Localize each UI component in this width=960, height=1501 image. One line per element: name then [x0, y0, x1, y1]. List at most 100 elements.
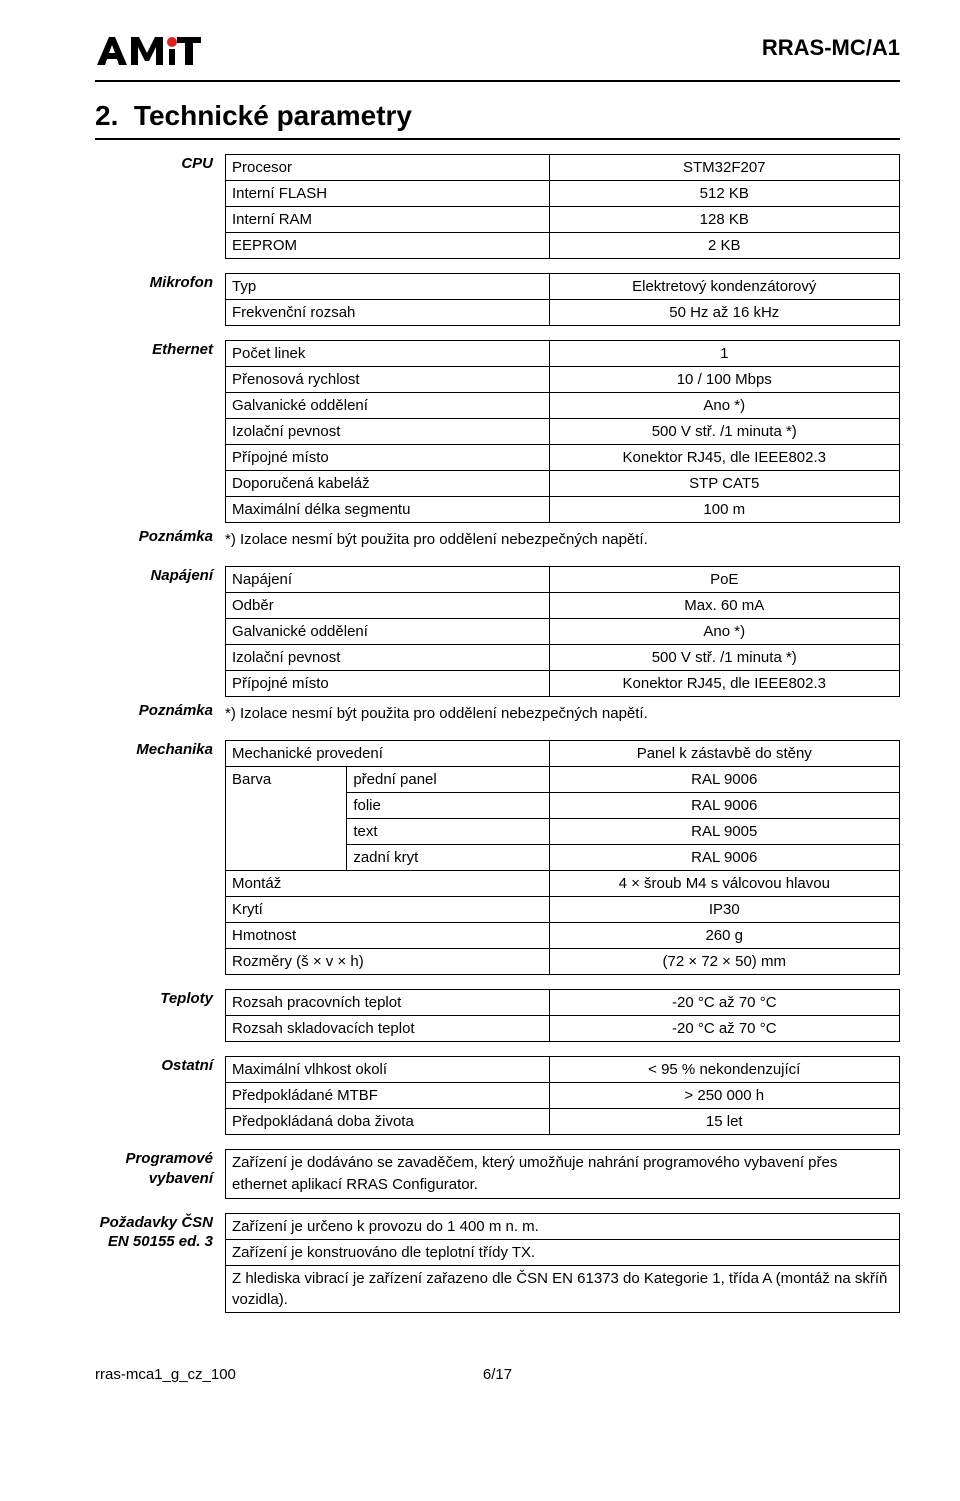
table-ethernet: Počet linek1 Přenosová rychlost10 / 100 …: [225, 340, 900, 523]
block-napajeni: Napájení NapájeníPoE OdběrMax. 60 mA Gal…: [95, 566, 900, 697]
cell: Zařízení je konstruováno dle teplotní tř…: [226, 1239, 900, 1265]
cell: RAL 9005: [549, 819, 900, 845]
block-ostatni: Ostatní Maximální vlhkost okolí< 95 % ne…: [95, 1056, 900, 1135]
label-pozadavky: Požadavky ČSN EN 50155 ed. 3: [95, 1213, 225, 1313]
label-napajeni: Napájení: [95, 566, 225, 697]
block-cpu: CPU ProcesorSTM32F207 Interní FLASH512 K…: [95, 154, 900, 259]
block-note2: Poznámka *) Izolace nesmí být použita pr…: [95, 701, 900, 726]
section-heading: 2. Technické parametry: [95, 100, 900, 140]
cell: Galvanické oddělení: [226, 619, 550, 645]
section-title-text: Technické parametry: [134, 100, 412, 131]
cell: 1: [549, 341, 899, 367]
block-ethernet: Ethernet Počet linek1 Přenosová rychlost…: [95, 340, 900, 523]
cell: Procesor: [226, 155, 550, 181]
footer-left: rras-mca1_g_cz_100: [95, 1366, 236, 1383]
label-ostatni: Ostatní: [95, 1056, 225, 1135]
cell: -20 °C až 70 °C: [549, 990, 899, 1016]
table-napajeni: NapájeníPoE OdběrMax. 60 mA Galvanické o…: [225, 566, 900, 697]
cell: Počet linek: [226, 341, 550, 367]
cell: Ano *): [549, 619, 899, 645]
label-cpu: CPU: [95, 154, 225, 259]
table-ostatni: Maximální vlhkost okolí< 95 % nekondenzu…: [225, 1056, 900, 1135]
cell: Barva: [226, 767, 347, 871]
cell: Z hlediska vibrací je zařízení zařazeno …: [226, 1265, 900, 1312]
cell: Interní RAM: [226, 207, 550, 233]
cell: Izolační pevnost: [226, 419, 550, 445]
cell: Přípojné místo: [226, 445, 550, 471]
footer-page-number: 6/17: [483, 1366, 512, 1383]
cell: Frekvenční rozsah: [226, 300, 550, 326]
cell: Odběr: [226, 593, 550, 619]
cell: zadní kryt: [347, 845, 549, 871]
cell: 100 m: [549, 497, 899, 523]
table-cpu: ProcesorSTM32F207 Interní FLASH512 KB In…: [225, 154, 900, 259]
note2-text: *) Izolace nesmí být použita pro oddělen…: [225, 701, 900, 726]
block-note1: Poznámka *) Izolace nesmí být použita pr…: [95, 527, 900, 552]
page-header: RRAS-MC/A1: [95, 35, 900, 82]
block-mechanika: Mechanika Mechanické provedeníPanel k zá…: [95, 740, 900, 975]
cell: Rozsah skladovacích teplot: [226, 1016, 550, 1042]
cell: Rozměry (š × v × h): [226, 949, 550, 975]
cell: 2 KB: [549, 233, 899, 259]
label-mechanika: Mechanika: [95, 740, 225, 975]
cell: Přípojné místo: [226, 671, 550, 697]
label-note2: Poznámka: [95, 701, 225, 726]
cell: text: [347, 819, 549, 845]
table-teploty: Rozsah pracovních teplot-20 °C až 70 °C …: [225, 989, 900, 1042]
cell: Rozsah pracovních teplot: [226, 990, 550, 1016]
cell: Krytí: [226, 897, 550, 923]
cell: Panel k zástavbě do stěny: [549, 741, 900, 767]
label-note1: Poznámka: [95, 527, 225, 552]
label-programove: Programové vybavení: [95, 1149, 225, 1199]
cell: Maximální vlhkost okolí: [226, 1057, 550, 1083]
block-pozadavky: Požadavky ČSN EN 50155 ed. 3 Zařízení je…: [95, 1213, 900, 1313]
cell: 512 KB: [549, 181, 899, 207]
cell: Konektor RJ45, dle IEEE802.3: [549, 671, 899, 697]
cell: Maximální délka segmentu: [226, 497, 550, 523]
doc-code: RRAS-MC/A1: [762, 35, 900, 61]
cell: Napájení: [226, 567, 550, 593]
cell: Ano *): [549, 393, 899, 419]
cell: Hmotnost: [226, 923, 550, 949]
cell: PoE: [549, 567, 899, 593]
section-number: 2.: [95, 100, 118, 131]
cell: 15 let: [549, 1109, 899, 1135]
logo: [95, 35, 205, 74]
cell: Montáž: [226, 871, 550, 897]
label-teploty: Teploty: [95, 989, 225, 1042]
page-footer: rras-mca1_g_cz_100 6/17: [95, 1366, 900, 1383]
cell: RAL 9006: [549, 793, 900, 819]
cell: Max. 60 mA: [549, 593, 899, 619]
cell: 50 Hz až 16 kHz: [549, 300, 899, 326]
cell: > 250 000 h: [549, 1083, 899, 1109]
cell: 4 × šroub M4 s válcovou hlavou: [549, 871, 900, 897]
cell: Elektretový kondenzátorový: [549, 274, 899, 300]
cell: Předpokládané MTBF: [226, 1083, 550, 1109]
cell: STP CAT5: [549, 471, 899, 497]
cell: 500 V stř. /1 minuta *): [549, 419, 899, 445]
table-mikrofon: TypElektretový kondenzátorový Frekvenční…: [225, 273, 900, 326]
cell: Doporučená kabeláž: [226, 471, 550, 497]
label-mikrofon: Mikrofon: [95, 273, 225, 326]
cell: (72 × 72 × 50) mm: [549, 949, 900, 975]
table-pozadavky: Zařízení je určeno k provozu do 1 400 m …: [225, 1213, 900, 1313]
cell: Zařízení je určeno k provozu do 1 400 m …: [226, 1213, 900, 1239]
label-ethernet: Ethernet: [95, 340, 225, 523]
cell: < 95 % nekondenzující: [549, 1057, 899, 1083]
cell: 260 g: [549, 923, 900, 949]
cell: přední panel: [347, 767, 549, 793]
cell: STM32F207: [549, 155, 899, 181]
cell: Předpokládaná doba života: [226, 1109, 550, 1135]
cell: -20 °C až 70 °C: [549, 1016, 899, 1042]
cell: Izolační pevnost: [226, 645, 550, 671]
block-mikrofon: Mikrofon TypElektretový kondenzátorový F…: [95, 273, 900, 326]
cell: 10 / 100 Mbps: [549, 367, 899, 393]
cell: IP30: [549, 897, 900, 923]
note1-text: *) Izolace nesmí být použita pro oddělen…: [225, 527, 900, 552]
cell: Typ: [226, 274, 550, 300]
cell: RAL 9006: [549, 767, 900, 793]
programove-text: Zařízení je dodáváno se zavaděčem, který…: [225, 1149, 900, 1199]
cell: folie: [347, 793, 549, 819]
cell: Galvanické oddělení: [226, 393, 550, 419]
cell: Mechanické provedení: [226, 741, 550, 767]
